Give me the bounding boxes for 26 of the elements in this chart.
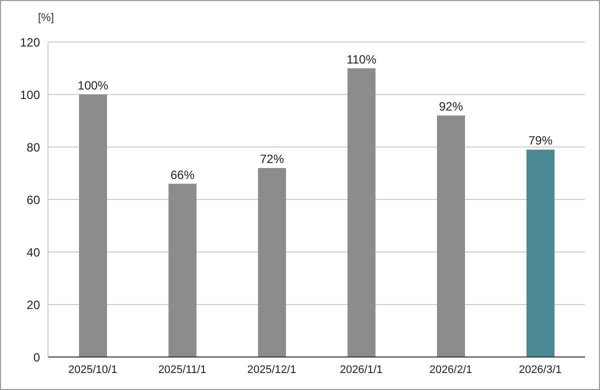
y-tick-label: 0 [33, 350, 40, 364]
y-tick-label: 40 [26, 245, 40, 260]
data-label: 100% [78, 78, 109, 92]
y-tick-label: 120 [20, 35, 40, 50]
data-label: 110% [346, 52, 377, 66]
y-tick-label: 60 [26, 192, 40, 207]
bar [168, 184, 196, 357]
bar [258, 168, 286, 357]
bar [437, 116, 465, 357]
data-label: 92% [438, 100, 464, 114]
bar [79, 94, 107, 357]
x-tick-label: 2025/10/1 [68, 364, 118, 376]
x-tick-label: 2025/11/1 [158, 364, 206, 376]
bar [526, 150, 554, 357]
y-axis-title: [%] [38, 12, 54, 24]
y-tick-label: 80 [26, 140, 40, 154]
data-label: 79% [528, 134, 553, 148]
y-tick-label: 100 [20, 88, 40, 102]
data-label: 72% [260, 152, 284, 166]
x-tick-label: 2026/2/1 [429, 364, 472, 376]
bar [348, 68, 376, 357]
x-tick-label: 2026/1/1 [340, 364, 383, 376]
x-tick-label: 2025/12/1 [247, 364, 296, 376]
data-label: 66% [170, 168, 195, 182]
x-tick-label: 2026/3/1 [518, 364, 562, 376]
y-tick-label: 20 [26, 298, 40, 312]
